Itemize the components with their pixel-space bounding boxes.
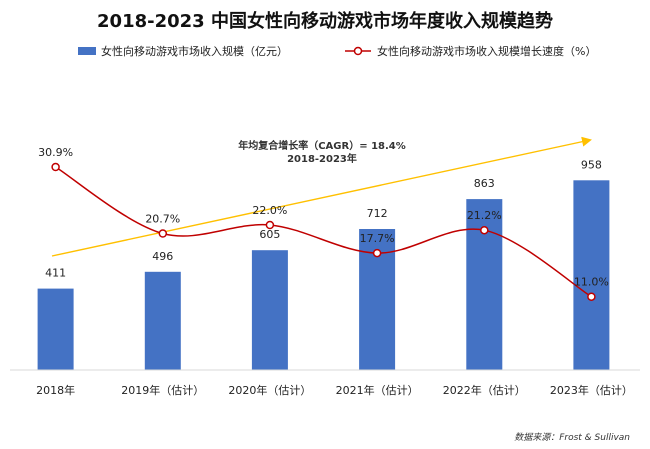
growth-rate-point-1 — [158, 229, 168, 238]
bar-0 — [37, 288, 74, 370]
bar-value-label-0: 411 — [45, 267, 66, 280]
legend-line-label: 女性向移动游戏市场收入规模增长速度（%） — [377, 44, 596, 58]
bar-value-label-2: 605 — [259, 228, 280, 241]
growth-rate-label-1: 20.7% — [145, 213, 180, 226]
growth-rate-line — [55, 166, 592, 298]
labels-layer: 411 2018年 496 2019年（估计） 605 2020年（估计） 712 2021年… — [36, 146, 633, 397]
growth-rate-point-4 — [480, 225, 489, 235]
x-tick-label-3: 2021年（估计） — [336, 383, 419, 397]
data-source: 数据来源：Frost & Sullivan — [514, 432, 630, 443]
x-tick-label-4: 2022年（估计） — [443, 383, 526, 397]
x-tick-label-0: 2018年 — [36, 383, 75, 397]
bar-value-label-1: 496 — [152, 250, 173, 263]
growth-rate-label-2: 22.0% — [252, 204, 287, 217]
bar-value-label-5: 958 — [581, 158, 602, 171]
cagr-annotation-line1: 年均复合增长率（CAGR）= 18.4% — [238, 139, 406, 152]
bars-layer — [37, 180, 610, 370]
growth-rate-label-5: 11.0% — [574, 276, 609, 289]
chart-title: 2018-2023 中国女性向移动游戏市场年度收入规模趋势 — [97, 10, 553, 32]
legend-bar-swatch — [78, 47, 96, 55]
growth-rate-point-2 — [265, 220, 275, 230]
bar-2 — [251, 250, 288, 370]
cagr-arrow — [51, 136, 592, 257]
bar-5 — [573, 180, 610, 370]
x-tick-label-5: 2023年（估计） — [550, 383, 633, 397]
x-tick-label-2: 2020年（估计） — [228, 383, 311, 397]
legend: 女性向移动游戏市场收入规模（亿元） 女性向移动游戏市场收入规模增长速度（%） — [78, 44, 596, 58]
bar-value-label-3: 712 — [367, 207, 388, 220]
bar-1 — [144, 271, 181, 370]
cagr-annotation-line2: 2018-2023年 — [287, 152, 357, 165]
bar-value-label-4: 863 — [474, 177, 495, 190]
legend-line-marker — [353, 46, 363, 56]
x-tick-label-1: 2019年（估计） — [121, 383, 204, 397]
growth-rate-point-3 — [372, 248, 382, 258]
growth-rate-label-0: 30.9% — [38, 146, 73, 159]
growth-rate-label-4: 21.2% — [467, 209, 502, 222]
legend-bar-label: 女性向移动游戏市场收入规模（亿元） — [101, 44, 288, 58]
bar-4 — [466, 199, 503, 370]
growth-line-layer — [51, 162, 596, 301]
growth-rate-point-5 — [587, 292, 596, 301]
growth-rate-point-0 — [51, 162, 60, 172]
growth-rate-label-3: 17.7% — [360, 232, 395, 245]
